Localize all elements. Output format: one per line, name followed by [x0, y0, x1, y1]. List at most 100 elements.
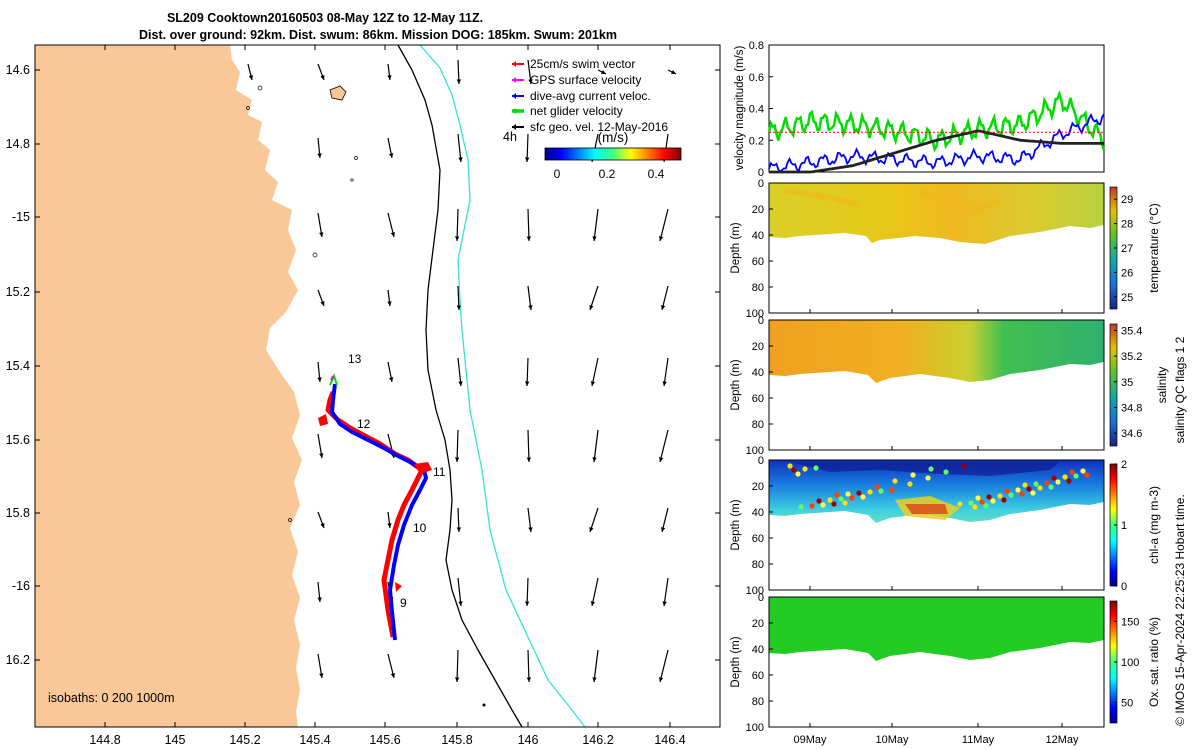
chlorophyll-sample-dot — [1001, 497, 1007, 503]
current-vector-arrow — [317, 511, 325, 529]
current-vector-arrow — [317, 433, 324, 459]
depth-tick-label: 0 — [758, 315, 764, 327]
depth-axis-label: Depth (m) — [730, 359, 742, 410]
map-legend: 25cm/s swim vector GPS surface velocity di… — [503, 57, 682, 181]
current-vector-arrow — [527, 59, 533, 85]
current-vector-arrow — [658, 649, 669, 683]
chlorophyll-sample-dot — [957, 501, 963, 507]
chlorophyll-sample-dot — [1055, 479, 1061, 485]
velocity-tick-label: 0.4 — [749, 104, 764, 116]
temperature-panel — [769, 183, 1104, 244]
y-tick-label: 15.8 — [6, 506, 30, 520]
chlorophyll-sample-dot — [838, 496, 844, 502]
current-vector-arrow — [667, 69, 677, 75]
current-vector-arrow — [387, 511, 392, 529]
x-tick-label: 144.8 — [89, 733, 120, 747]
current-vector-arrow — [247, 63, 254, 81]
profile-axes: 0 20 40 60 80 100 Depth (m) 0 1 2 chl-a (mg m-3) — [730, 455, 1161, 597]
current-vector-arrow — [454, 208, 460, 242]
chlorophyll-field — [769, 460, 1104, 523]
depth-tick-label: 60 — [752, 393, 764, 405]
chlorophyll-sample-dot — [878, 488, 884, 494]
x-tick-label: 145.4 — [299, 733, 330, 747]
colorbar-tick-label: 27 — [1121, 243, 1133, 255]
depth-tick-label: 60 — [752, 256, 764, 268]
colorbar-tick: 0 — [554, 167, 561, 181]
velocity-series-line — [767, 89, 1106, 153]
profile-axes: 0 20 40 60 80 100 Depth (m) 25 26 27 28 29 temperatu… — [730, 178, 1161, 320]
title-line-1: SL209 Cooktown20160503 08-May 12Z to 12-… — [167, 11, 483, 25]
chlorophyll-sample-dot — [842, 500, 848, 506]
current-vector-arrow — [524, 133, 530, 163]
day-label: 10 — [413, 521, 427, 535]
oxygen-panel — [769, 597, 1104, 661]
colorbar-label: temperature (°C) — [1147, 203, 1161, 293]
chlorophyll-sample-dot — [874, 484, 880, 490]
current-vector-arrow — [317, 212, 324, 238]
y-tick-label: 15.2 — [6, 285, 30, 299]
chlorophyll-sample-dot — [925, 475, 931, 481]
chlorophyll-sample-dot — [1069, 469, 1075, 475]
map-axes: 144.8 145 145.2 145.4 145.6 145.8 146 146.2 146.… — [6, 45, 720, 747]
time-tick-label: 09May — [793, 734, 827, 746]
current-vector-arrow — [658, 429, 669, 463]
chlorophyll-sample-dot — [845, 491, 851, 497]
chlorophyll-sample-dot — [827, 497, 833, 503]
chlorophyll-sample-dot — [979, 499, 985, 505]
depth-tick-label: 100 — [746, 308, 764, 320]
current-vector-arrow — [524, 577, 530, 607]
current-vector-arrow — [456, 507, 461, 533]
y-tick-label: -15 — [12, 210, 30, 224]
current-vector-arrow — [658, 208, 669, 242]
x-tick-label: 146 — [518, 733, 539, 747]
chlorophyll-sample-dot — [791, 467, 797, 473]
depth-tick-label: 20 — [752, 481, 764, 493]
colorbar-tick-label: 26 — [1121, 267, 1133, 279]
colorbar-tick-label: 29 — [1121, 194, 1133, 206]
y-tick-label: -16 — [12, 579, 30, 593]
salinity-panel — [769, 320, 1104, 383]
chlorophyll-sample-dot — [1062, 474, 1068, 480]
chlorophyll-sample-dot — [892, 478, 898, 484]
chlorophyll-sample-dot — [1008, 492, 1014, 498]
current-vector-arrow — [660, 507, 669, 533]
current-vector-arrow — [526, 429, 532, 463]
current-vector-arrow — [317, 581, 322, 603]
chlorophyll-sample-dot — [816, 498, 822, 504]
chlorophyll-sample-dot — [1048, 484, 1054, 490]
depth-tick-label: 20 — [752, 341, 764, 353]
depth-tick-label: 0 — [758, 178, 764, 190]
current-vector-arrow — [454, 649, 460, 683]
colorbar-tick-label: 34.8 — [1121, 402, 1142, 414]
day-label: 12 — [357, 417, 371, 431]
depth-tick-label: 80 — [752, 559, 764, 571]
y-tick-label: 14.6 — [6, 63, 30, 77]
depth-tick-label: 100 — [746, 585, 764, 597]
current-vector-arrow — [589, 285, 599, 311]
colorbar-tick-label: 2 — [1121, 459, 1127, 471]
current-vector-arrow — [526, 649, 532, 683]
chlorophyll-sample-dot — [997, 493, 1003, 499]
current-vector-arrow — [592, 208, 599, 242]
legend-entry: net glider velocity — [512, 104, 623, 118]
current-vectors — [247, 59, 677, 683]
current-vector-arrow — [456, 285, 461, 311]
x-tick-label: 145.8 — [441, 733, 472, 747]
land — [35, 45, 302, 727]
chlorophyll-panel — [769, 460, 1104, 523]
legend-entry: GPS surface velocity — [512, 73, 641, 87]
current-vector-arrow — [317, 289, 325, 307]
chlorophyll-sample-dot — [867, 489, 873, 495]
current-vector-arrow — [387, 63, 392, 81]
day-label: 9 — [400, 596, 407, 610]
chlorophyll-sample-dot — [1044, 480, 1050, 486]
depth-tick-label: 60 — [752, 533, 764, 545]
y-tick-label: 16.2 — [6, 653, 30, 667]
chlorophyll-sample-dot — [820, 502, 826, 508]
credit: © IMOS 15-Apr-2024 22:25:23 Hobart time. — [1173, 494, 1187, 726]
y-tick-label: 14.8 — [6, 137, 30, 151]
current-vector-arrow — [457, 357, 463, 387]
colorbar-tick-label: 0 — [1121, 581, 1127, 593]
velocity-tick-label: 0.2 — [749, 135, 764, 147]
isobath-200m — [397, 45, 523, 727]
